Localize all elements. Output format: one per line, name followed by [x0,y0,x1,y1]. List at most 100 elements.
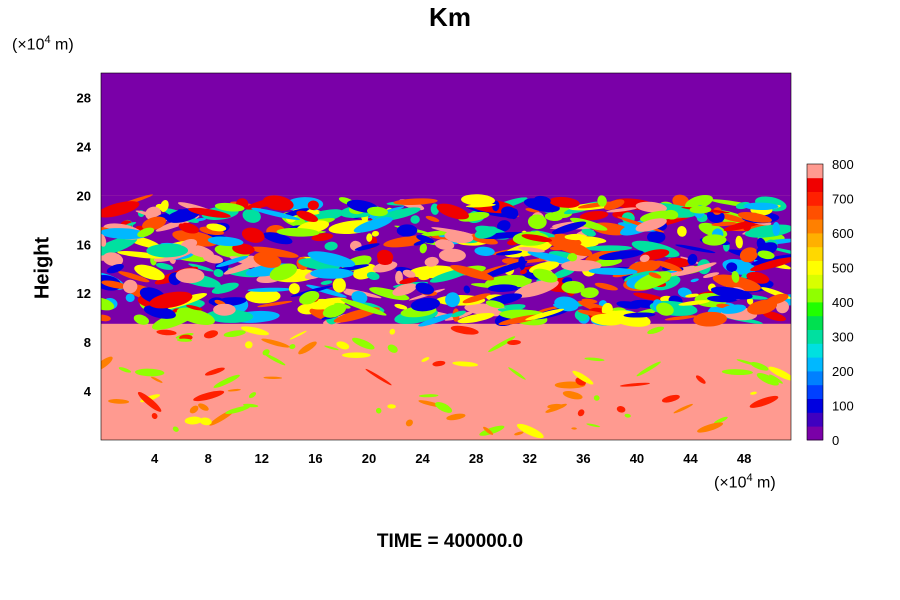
contour-blob [684,194,714,210]
contour-blob [367,206,388,217]
contour-blob [366,271,380,280]
x-tick-label: 12 [255,451,269,466]
contour-blob [702,234,727,246]
contour-blob [146,243,189,258]
contour-blob [482,260,528,278]
contour-streak [418,394,439,398]
contour-blob [776,300,789,314]
contour-blob [143,305,176,319]
x-tick-label: 16 [308,451,322,466]
colorbar-tick-label: 200 [832,364,854,379]
contour-blob [102,252,124,267]
contour-streak [647,326,665,335]
contour-blob [242,208,261,223]
contour-blob [710,286,753,300]
contour-streak [189,405,199,414]
x-tick-label: 4 [151,451,159,466]
contour-streak [352,337,375,350]
contour-blob [675,244,716,254]
contour-blob [178,222,199,234]
contour-blob [594,282,618,291]
contour-streak [151,376,163,383]
contour-blob [474,246,495,256]
contour-blob [497,220,511,232]
contour-blob [676,262,717,277]
contour-blob [463,285,471,294]
contour-blob [134,264,165,281]
contour-blob [580,287,599,299]
contour-blob [396,224,418,237]
contour-blob [392,283,417,296]
contour-blob [737,211,772,223]
colorbar-tick-label: 400 [832,295,854,310]
contour-blob [635,218,667,232]
contour-streak [695,375,706,384]
contour-blob [142,216,167,231]
contour-blob [354,243,380,251]
contour-blob [415,282,435,295]
contour-blob [677,226,687,237]
contour-blob [451,310,466,318]
contour-blob [117,250,165,259]
contour-streak [432,360,446,367]
contour-blob [492,200,500,212]
contour-blob [648,272,662,279]
contour-streak [264,353,286,366]
contour-blob [214,202,245,212]
contour-blob [133,314,150,325]
contour-blob [307,200,319,211]
contour-blob [445,292,460,308]
contour-streak [768,366,791,381]
contour-blob [137,227,155,238]
contour-blob [719,275,736,286]
contour-streak [223,330,246,337]
y-tick-label: 8 [84,335,91,350]
contour-streak [508,367,526,380]
x-tick-label: 32 [523,451,537,466]
colorbar-tick-label: 0 [832,433,839,448]
contour-blob [332,277,346,293]
contour-streak [324,345,339,351]
contour-blob [203,254,224,264]
colorbar-swatch [807,233,823,248]
contour-streak [421,357,430,362]
contour-streak [365,368,392,386]
colorbar-swatch [807,343,823,358]
contour-blob [436,203,469,220]
contour-blob [461,194,495,206]
contour-streak [263,376,283,380]
contour-streak [199,417,212,426]
contour-streak [151,412,158,420]
colorbar-tick-label: 700 [832,192,854,207]
contour-blob [155,262,174,270]
contour-blob [757,250,775,260]
contour-blob [581,298,598,304]
colorbar-tick-label: 600 [832,226,854,241]
contour-blob [419,243,427,254]
colorbar-swatch [807,260,823,275]
contour-blob [687,253,698,266]
colorbar-swatch [807,357,823,372]
contour-blob [551,221,587,235]
contour-streak [572,370,594,385]
contour-streak [298,341,317,355]
contour-blob [322,303,347,318]
contour-streak [577,409,585,417]
contour-streak [240,326,270,336]
contour-blob [584,245,633,252]
contour-blob [371,230,379,237]
contour-blob [118,271,150,283]
contour-blob [351,291,368,304]
contour-streak [586,423,601,428]
contour-blob [525,308,565,321]
contour-blob [393,198,438,206]
contour-streak [248,392,257,399]
contour-blob [510,208,519,220]
colorbar-swatch [807,398,823,413]
contour-blob [123,279,138,294]
contour-streak [616,406,626,413]
contour-blob [561,259,602,272]
contour-blob [320,280,333,285]
upper-region [101,73,791,196]
